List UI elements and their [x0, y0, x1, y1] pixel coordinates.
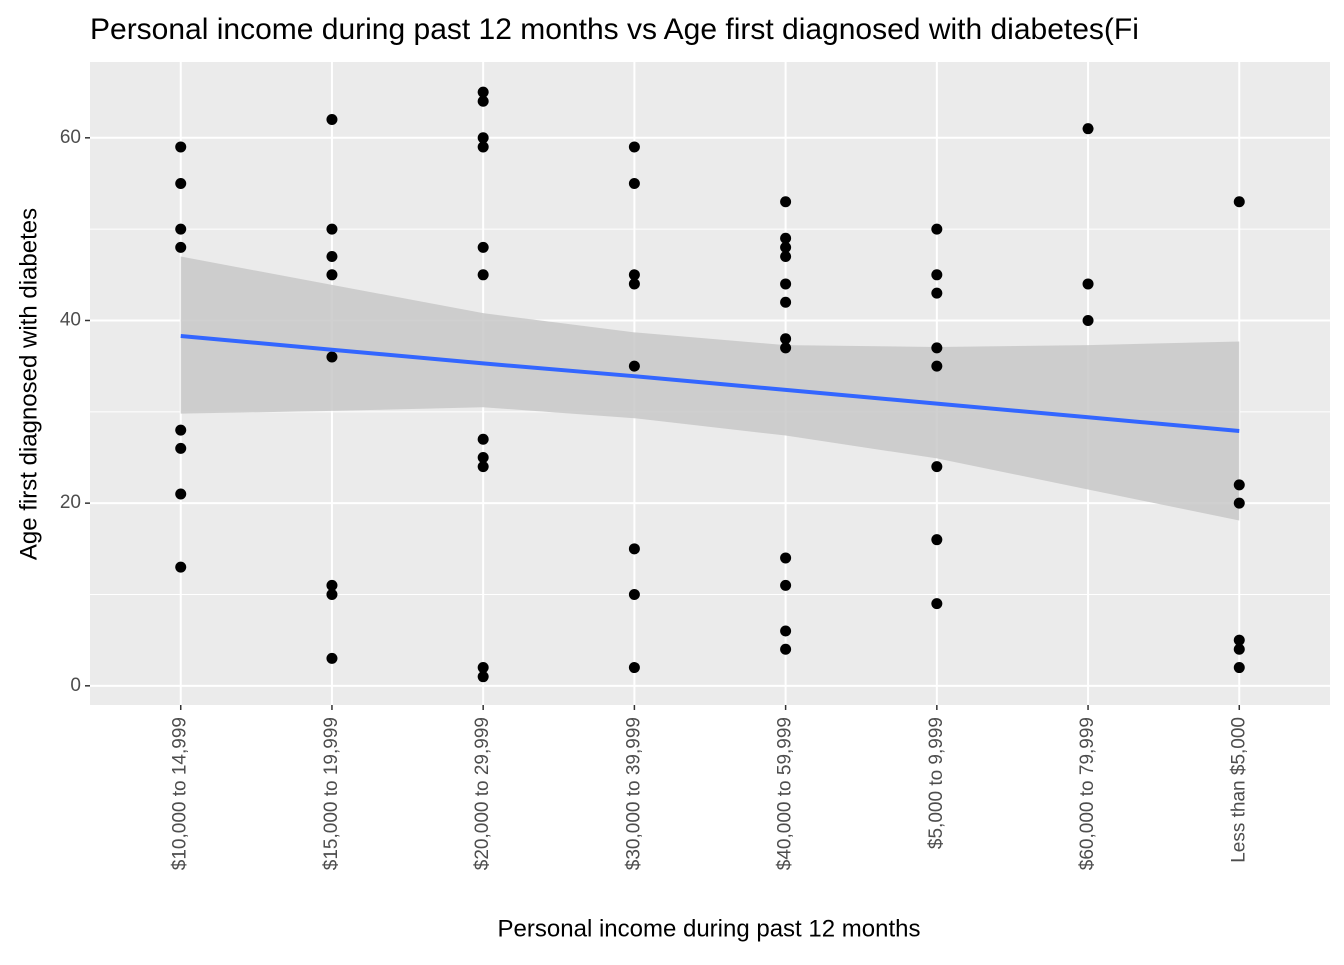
- y-tick-label: 0: [70, 675, 81, 696]
- point: [1233, 643, 1245, 655]
- point: [175, 223, 187, 235]
- point: [780, 333, 792, 345]
- point: [931, 360, 943, 372]
- point: [780, 196, 792, 208]
- point: [477, 662, 489, 674]
- point: [326, 351, 338, 363]
- x-tick-label: $10,000 to 14,999: [170, 717, 191, 870]
- point: [1082, 278, 1094, 290]
- point: [175, 442, 187, 454]
- point: [628, 543, 640, 555]
- y-tick-label: 40: [60, 309, 81, 330]
- point: [628, 588, 640, 600]
- point: [1233, 662, 1245, 674]
- point: [175, 241, 187, 253]
- point: [175, 177, 187, 189]
- point: [1233, 497, 1245, 509]
- point: [1233, 196, 1245, 208]
- point: [628, 177, 640, 189]
- x-tick-label: $5,000 to 9,999: [926, 717, 947, 849]
- point: [780, 251, 792, 263]
- point: [780, 241, 792, 253]
- point: [477, 95, 489, 107]
- point: [326, 269, 338, 281]
- point: [1233, 634, 1245, 646]
- point: [326, 223, 338, 235]
- point: [628, 662, 640, 674]
- point: [780, 579, 792, 591]
- x-tick-label: $30,000 to 39,999: [623, 717, 644, 870]
- point: [326, 579, 338, 591]
- point: [628, 141, 640, 153]
- point: [628, 278, 640, 290]
- x-axis-title: Personal income during past 12 months: [498, 915, 921, 942]
- point: [175, 424, 187, 436]
- point: [628, 269, 640, 281]
- point: [931, 598, 943, 610]
- point: [477, 433, 489, 445]
- x-tick-label: $60,000 to 79,999: [1077, 717, 1098, 870]
- point: [931, 461, 943, 473]
- point: [931, 342, 943, 354]
- y-tick-label: 20: [60, 492, 81, 513]
- chart-title: Personal income during past 12 months vs…: [90, 13, 1139, 46]
- point: [477, 86, 489, 98]
- point: [780, 296, 792, 308]
- x-tick-label: Less than $5,000: [1228, 717, 1249, 863]
- point: [477, 269, 489, 281]
- point: [628, 360, 640, 372]
- x-tick-label: $20,000 to 29,999: [472, 717, 493, 870]
- point: [931, 223, 943, 235]
- x-tick-label: $15,000 to 19,999: [321, 717, 342, 870]
- point: [931, 287, 943, 299]
- point: [326, 251, 338, 263]
- point: [1082, 314, 1094, 326]
- point: [780, 232, 792, 244]
- point: [1233, 479, 1245, 491]
- point: [780, 552, 792, 564]
- point: [780, 278, 792, 290]
- point: [326, 588, 338, 600]
- point: [326, 114, 338, 126]
- point: [477, 132, 489, 144]
- point: [931, 269, 943, 281]
- point: [175, 488, 187, 500]
- x-tick-label: $40,000 to 59,999: [775, 717, 796, 870]
- point: [780, 625, 792, 637]
- point: [477, 141, 489, 153]
- point: [477, 451, 489, 463]
- point: [780, 342, 792, 354]
- point: [780, 643, 792, 655]
- confidence-band: [180, 256, 1240, 521]
- point: [477, 671, 489, 683]
- point: [931, 534, 943, 546]
- point: [175, 141, 187, 153]
- y-tick-label: 60: [60, 127, 81, 148]
- point: [1082, 123, 1094, 135]
- y-axis-title: Age first diagnosed with diabetes: [15, 208, 42, 560]
- fit-line: [180, 334, 1240, 433]
- point: [175, 561, 187, 573]
- point: [326, 652, 338, 664]
- point: [477, 241, 489, 253]
- point: [477, 461, 489, 473]
